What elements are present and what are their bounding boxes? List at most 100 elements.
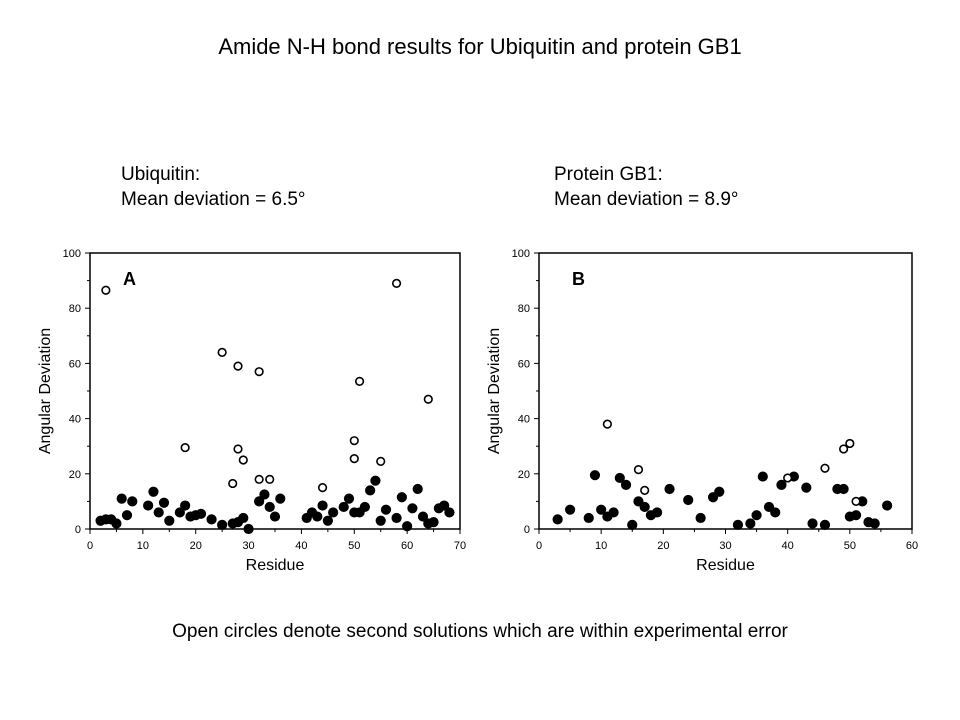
panel-b-x-tick-label: 10 xyxy=(595,540,607,552)
panel-a-filled-point xyxy=(428,517,439,528)
panel-b-filled-point xyxy=(745,518,756,529)
panel-b-open-point xyxy=(851,496,861,507)
panel-b-plot: 0 10 20 30 40 50 60 0 20 40 60 80 100 Residue Angular … xyxy=(486,248,918,574)
panel-a-filled-point xyxy=(153,507,164,518)
panel-a-open-point xyxy=(180,442,190,453)
panel-b-filled-point xyxy=(683,494,694,506)
panel-a-filled-point xyxy=(174,507,185,518)
panel-b-filled-point xyxy=(639,501,650,513)
panel-a-open-point xyxy=(254,474,264,484)
panel-a-filled-point xyxy=(312,511,323,522)
panel-a-filled-point xyxy=(396,492,407,503)
panel-a-filled-point xyxy=(322,515,333,526)
panel-a-heading-line2: Mean deviation = 6.5° xyxy=(121,189,306,210)
panel-a-open-point xyxy=(233,444,243,454)
panel-a-y-tick-label: 100 xyxy=(63,248,81,260)
panel-a-filled-point xyxy=(359,501,370,513)
panel-b-y-tick-label: 40 xyxy=(518,414,530,426)
panel-a-filled-point xyxy=(217,519,228,530)
panel-b-filled-point xyxy=(770,507,781,518)
panel-b-filled-point xyxy=(664,483,675,495)
panel-b-y-tick-label: 80 xyxy=(518,303,530,315)
panel-a-filled-point xyxy=(158,497,170,508)
panel-b-y-tick-label: 20 xyxy=(518,469,530,481)
panel-b-filled-point xyxy=(869,518,880,529)
panel-b-filled-point xyxy=(564,504,576,515)
panel-a-frame xyxy=(89,252,461,530)
panel-a-filled-point xyxy=(195,508,207,519)
panel-b-filled-point xyxy=(652,507,663,518)
panel-a-open-point xyxy=(354,376,365,386)
panel-a-x-axis-title: Residue xyxy=(246,557,305,574)
panel-a-filled-point xyxy=(275,493,286,504)
panel-b-filled-point xyxy=(882,500,893,511)
panel-b-open-point xyxy=(602,419,612,429)
panel-b-filled-point xyxy=(732,519,744,530)
panel-a-filled-point xyxy=(343,493,355,504)
panel-b-heading-line2: Mean deviation = 8.9° xyxy=(554,189,739,210)
panel-a-filled-point xyxy=(439,500,450,511)
panel-a-x-tick-label: 70 xyxy=(454,540,466,552)
panel-a-filled-point xyxy=(402,521,413,532)
panel-a-filled-point xyxy=(264,501,275,513)
panel-a-heading: Ubiquitin: Mean deviation = 6.5° xyxy=(121,162,306,212)
panel-a-filled-point xyxy=(148,486,159,497)
panel-b-frame xyxy=(538,252,913,530)
panel-b-open-point xyxy=(783,473,793,483)
panel-b-x-tick-label: 60 xyxy=(906,540,918,552)
panel-a-filled-point xyxy=(380,504,392,515)
panel-b-filled-point xyxy=(589,470,601,481)
figure-title: Amide N-H bond results for Ubiquitin and… xyxy=(218,34,742,59)
panel-b-filled-point xyxy=(695,512,706,524)
panel-a-y-axis-title: Angular Deviation xyxy=(37,328,54,454)
panel-b-open-point xyxy=(839,444,849,454)
panel-b-filled-point xyxy=(751,510,762,521)
panel-a-letter: A xyxy=(123,269,136,289)
panel-a-filled-point xyxy=(365,485,376,496)
panel-a-open-point xyxy=(217,347,227,357)
panel-a-open-point xyxy=(349,436,359,446)
panel-b-y-tick-label: 0 xyxy=(524,524,530,536)
panel-a-filled-point xyxy=(338,501,349,513)
panel-a-filled-point xyxy=(269,511,281,522)
panel-b-heading-line1: Protein GB1: xyxy=(554,164,663,185)
panel-a-filled-point xyxy=(391,512,402,524)
panel-a-x-tick-label: 60 xyxy=(401,540,413,552)
panel-b-x-tick-label: 30 xyxy=(719,540,731,552)
panel-a-open-point xyxy=(238,455,248,465)
panel-a-filled-point xyxy=(375,515,386,526)
panel-a-filled-point xyxy=(121,510,133,521)
panel-a-filled-point xyxy=(412,483,423,495)
panel-b-filled-point xyxy=(608,507,619,518)
panel-b-heading: Protein GB1: Mean deviation = 8.9° xyxy=(554,162,739,212)
panel-b-y-tick-label: 60 xyxy=(518,358,530,370)
panel-a-y-tick-label: 80 xyxy=(69,303,81,315)
panel-a-open-point xyxy=(317,483,328,493)
panel-b-filled-point xyxy=(838,483,849,495)
panel-a-open-point xyxy=(265,474,275,484)
panel-b-filled-point xyxy=(819,519,831,530)
panel-b-filled-point xyxy=(714,486,725,497)
panel-a-filled-point xyxy=(116,493,127,504)
panel-a-x-tick-label: 10 xyxy=(137,540,149,552)
panel-a-filled-point xyxy=(259,489,270,500)
panel-b-x-tick-label: 40 xyxy=(782,540,794,552)
panel-a-filled-point xyxy=(111,518,122,529)
panel-b-open-point xyxy=(640,485,650,495)
panel-a-plot: 0 10 20 30 40 50 60 70 0 20 40 60 80 100 Residue Angula… xyxy=(37,248,466,574)
panel-b-y-tick-label: 100 xyxy=(512,248,530,260)
panel-a-filled-point xyxy=(254,496,265,507)
panel-a-y-tick-label: 40 xyxy=(69,414,81,426)
panel-a-filled-point xyxy=(164,515,175,526)
panel-b-filled-point xyxy=(776,479,787,490)
panel-b-x-tick-label: 20 xyxy=(657,540,669,552)
panel-b-filled-point xyxy=(583,512,594,524)
panel-a-filled-point xyxy=(180,500,191,511)
panel-a-open-point xyxy=(391,278,402,288)
panel-b-filled-point xyxy=(627,519,638,530)
panel-b-filled-point xyxy=(620,479,632,490)
panel-a-x-tick-label: 50 xyxy=(348,540,360,552)
figure-footnote: Open circles denote second solutions whi… xyxy=(172,621,788,642)
panel-a-x-tick-label: 40 xyxy=(295,540,307,552)
